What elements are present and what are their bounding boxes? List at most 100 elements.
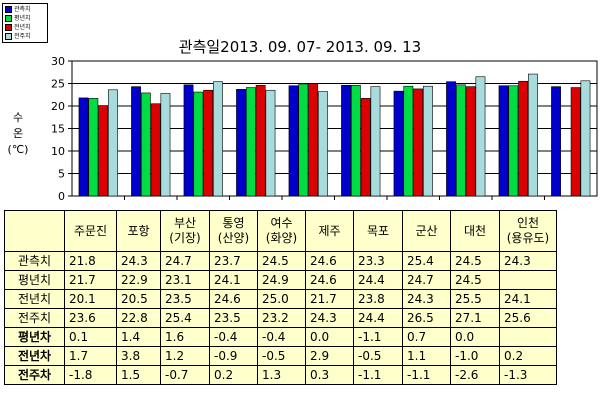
bar: [551, 86, 561, 197]
legend-label: 관측치: [14, 6, 31, 13]
table-cell: 24.4: [353, 308, 403, 328]
table-row: 전년치 20.1 20.5 23.5 24.6 25.0 21.7 23.8 24.3 25.5 2…: [4, 289, 557, 309]
table-cell: 23.1: [160, 270, 210, 290]
bar: [403, 85, 414, 197]
table-cell: 25.6: [499, 308, 557, 328]
table-cell: 24.1: [499, 289, 557, 309]
table-cell: 21.7: [64, 270, 117, 290]
bar: [88, 98, 99, 197]
bar: [475, 76, 486, 197]
table-cell: 24.3: [116, 251, 161, 271]
table-cell: 23.7: [209, 251, 258, 271]
bar: [580, 80, 591, 197]
bar: [318, 91, 328, 197]
y-tick-label: 10: [51, 145, 65, 158]
legend-label: 전년치: [14, 24, 31, 31]
table-cell: 24.1: [209, 270, 258, 290]
table-row-label: 전주차: [4, 365, 65, 385]
table-cell: 25.5: [450, 289, 500, 309]
bar: [150, 103, 161, 197]
legend-swatch: [5, 15, 12, 22]
table-cell: -1.0: [450, 346, 500, 366]
table-cell: 20.5: [116, 289, 161, 309]
bar: [131, 86, 141, 197]
bar: [288, 85, 299, 197]
table-cell: 24.7: [402, 270, 451, 290]
table-cell: 24.3: [305, 308, 354, 328]
table-cell: 21.8: [64, 251, 117, 271]
bar-chart: 0 5 10 15 20 25 30: [51, 55, 598, 203]
table-cell: 26.5: [402, 308, 451, 328]
y-axis-label-part: (℃): [7, 143, 29, 156]
table-cell: [499, 327, 557, 347]
table-header-cell: 인천 (용유도): [499, 210, 557, 252]
table-cell: 24.3: [402, 289, 451, 309]
table-cell: 1.1: [402, 346, 451, 366]
bar: [465, 86, 476, 197]
table-row-label: 관측치: [4, 251, 65, 271]
bar: [423, 85, 433, 197]
bar: [236, 89, 246, 197]
y-axis-label-part: 온: [12, 127, 24, 140]
y-tick-label: 5: [58, 168, 65, 181]
bar: [341, 85, 351, 197]
legend-item: 평년치: [5, 14, 45, 23]
bar: [360, 98, 371, 197]
bar: [413, 88, 424, 197]
table-cell: 24.9: [257, 270, 306, 290]
table-cell: 3.8: [116, 346, 161, 366]
table-cell: 0.3: [305, 365, 354, 385]
data-table: 주문진 포항 부산 (기장) 통영 (산양) 여수 (화양) 제주 목포 군산 대천 인천 (용유도) 관측…: [4, 210, 557, 385]
bar: [570, 87, 581, 197]
table-cell: -0.5: [257, 346, 306, 366]
table-header-cell: 여수 (화양): [257, 210, 306, 252]
bar: [393, 90, 404, 197]
y-tick-label: 0: [58, 190, 65, 203]
table-cell: 24.6: [305, 251, 354, 271]
table-cell: 24.6: [209, 289, 258, 309]
bar: [255, 85, 266, 197]
table-cell: 0.0: [450, 327, 500, 347]
table-cell: 0.7: [402, 327, 451, 347]
table-cell: 0.2: [499, 346, 557, 366]
bar: [508, 85, 519, 197]
table-cell: -2.6: [450, 365, 500, 385]
table-cell: 22.8: [116, 308, 161, 328]
table-cell: 24.5: [450, 270, 500, 290]
table-cell: 2.9: [305, 346, 354, 366]
bar: [98, 105, 109, 197]
bar: [455, 84, 466, 197]
table-cell: -1.1: [353, 327, 403, 347]
bar: [140, 92, 151, 197]
table-cell: -0.4: [209, 327, 258, 347]
table-cell: [499, 270, 557, 290]
table-header-cell: 주문진: [64, 210, 117, 252]
y-tick-label: 15: [51, 123, 65, 136]
table-cell: 24.7: [160, 251, 210, 271]
table-row: 전주차 -1.8 1.5 -0.7 0.2 1.3 0.3 -1.1 -1.1 -2.6 -1.3: [4, 365, 557, 385]
bar: [245, 87, 256, 197]
table-cell: -0.9: [209, 346, 258, 366]
bar: [528, 73, 538, 197]
legend-swatch: [5, 24, 12, 31]
table-row: 전주치 23.6 22.8 25.4 23.5 23.2 24.3 24.4 26.5 27.1 2…: [4, 308, 557, 328]
table-cell: 23.8: [353, 289, 403, 309]
table-header-cell: 통영 (산양): [209, 210, 258, 252]
table-row-label: 전년차: [4, 346, 65, 366]
table-cell: -0.4: [257, 327, 306, 347]
table-header-cell: 제주: [305, 210, 354, 252]
legend-label: 전주치: [14, 33, 31, 40]
table-header-cell: 포항: [116, 210, 161, 252]
table-cell: 25.4: [402, 251, 451, 271]
legend-swatch: [5, 6, 12, 13]
table-row: 전년차 1.7 3.8 1.2 -0.9 -0.5 2.9 -0.5 1.1 -1.0 0.2: [4, 346, 557, 366]
bar: [518, 80, 529, 197]
table-cell: 1.6: [160, 327, 210, 347]
table-cell: -1.3: [499, 365, 557, 385]
table-cell: 25.0: [257, 289, 306, 309]
legend-item: 관측치: [5, 5, 45, 14]
table-cell: 24.5: [257, 251, 306, 271]
table-cell: 24.6: [305, 270, 354, 290]
bar: [265, 89, 276, 197]
